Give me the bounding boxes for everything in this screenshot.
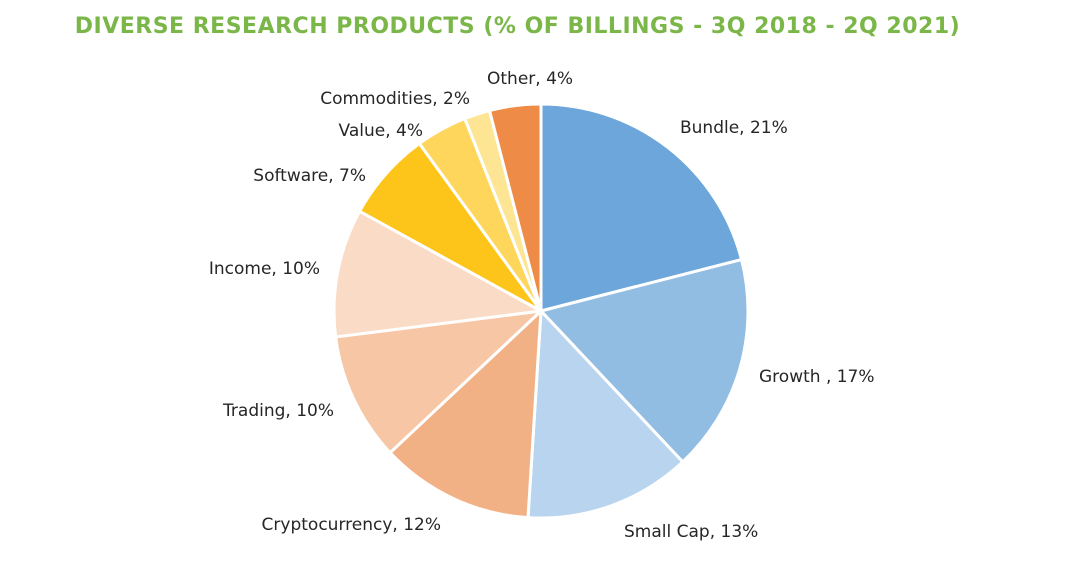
slice-label-trading: Trading, 10% <box>222 401 334 421</box>
pie-slice-other <box>488 102 543 313</box>
pie-slice-trading <box>334 309 543 455</box>
pie-slice-small-cap <box>526 309 685 520</box>
slice-label-growth: Growth , 17% <box>759 367 875 387</box>
slice-label-other: Other, 4% <box>487 69 573 89</box>
pie-slice-cryptocurrency <box>388 309 543 520</box>
slice-label-income: Income, 10% <box>209 259 320 279</box>
pie-slice-income <box>332 209 543 339</box>
slice-label-cryptocurrency: Cryptocurrency, 12% <box>262 515 441 535</box>
pie-slice-bundle <box>539 102 743 313</box>
slice-label-value: Value, 4% <box>339 121 423 141</box>
chart-title: DIVERSE RESEARCH PRODUCTS (% OF BILLINGS… <box>74 14 961 39</box>
slice-labels: Bundle, 21% Growth , 17% Small Cap, 13% Cry… <box>209 69 875 542</box>
pie-slices <box>332 102 750 520</box>
slice-label-bundle: Bundle, 21% <box>680 118 788 138</box>
slice-label-software: Software, 7% <box>253 166 366 186</box>
slice-label-commodities: Commodities, 2% <box>320 89 470 109</box>
slice-label-small-cap: Small Cap, 13% <box>624 522 758 542</box>
pie-slice-growth <box>539 258 750 464</box>
